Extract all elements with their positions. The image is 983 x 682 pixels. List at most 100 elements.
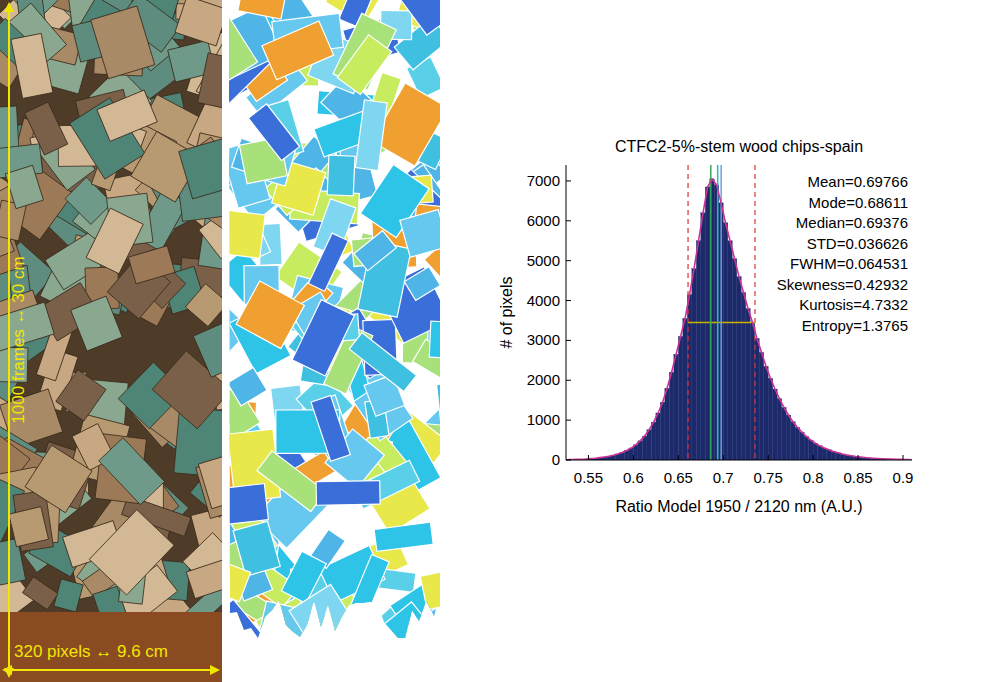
x-tick bbox=[813, 455, 814, 460]
photo-panel bbox=[0, 0, 222, 682]
stat-annotation: Mode=0.68611 bbox=[809, 194, 908, 211]
false-color-chip bbox=[289, 584, 357, 652]
false-color-chip bbox=[355, 100, 387, 171]
wood-chip bbox=[175, 0, 222, 46]
false-color-chip bbox=[359, 602, 438, 678]
histogram-bar bbox=[696, 241, 700, 460]
stat-annotation: STD=0.036626 bbox=[807, 235, 908, 252]
y-tick bbox=[566, 220, 571, 221]
wood-chip bbox=[86, 208, 143, 274]
wood-chip bbox=[0, 538, 26, 589]
false-color-chip bbox=[215, 563, 251, 602]
wood-chip bbox=[91, 6, 155, 79]
false-color-chip bbox=[400, 210, 449, 258]
plot-area bbox=[566, 165, 912, 460]
histogram-bar bbox=[795, 427, 799, 460]
y-tick-label: 1000 bbox=[527, 411, 560, 428]
wood-chip bbox=[185, 284, 222, 327]
y-axis bbox=[566, 165, 567, 460]
photo-width-label: 320 pixels ↔ 9.6 cm bbox=[14, 642, 168, 661]
histogram-bar bbox=[786, 415, 790, 460]
x-tick-label: 0.75 bbox=[754, 469, 783, 486]
stat-annotation: Entropy=1.3765 bbox=[802, 317, 908, 334]
y-tick bbox=[566, 180, 571, 181]
histogram-bar bbox=[741, 293, 745, 460]
false-color-chip bbox=[346, 555, 389, 625]
histogram-bar bbox=[638, 441, 642, 460]
y-tick bbox=[566, 340, 571, 341]
wood-chip bbox=[9, 507, 49, 547]
histogram-bar bbox=[818, 446, 822, 460]
wood-chip bbox=[179, 137, 222, 198]
false-color-chip bbox=[191, 206, 265, 258]
y-tick-label: 4000 bbox=[527, 292, 560, 309]
false-color-chip bbox=[420, 569, 461, 609]
x-tick-label: 0.65 bbox=[664, 469, 693, 486]
x-tick bbox=[723, 455, 724, 460]
x-tick bbox=[903, 455, 904, 460]
y-tick bbox=[566, 260, 571, 261]
histogram-bar bbox=[827, 450, 831, 460]
wood-chip bbox=[198, 53, 222, 108]
photo-height-label: 1000 frames ↔ 30 cm bbox=[9, 256, 28, 423]
false-color-chip bbox=[311, 396, 350, 462]
y-tick bbox=[566, 380, 571, 381]
false-color-chip bbox=[194, 599, 263, 667]
histogram-bar bbox=[759, 352, 763, 460]
y-tick-label: 3000 bbox=[527, 331, 560, 348]
wood-chip bbox=[198, 455, 222, 509]
x-tick-label: 0.85 bbox=[843, 469, 872, 486]
y-tick-label: 0 bbox=[552, 451, 560, 468]
wood-chip bbox=[11, 33, 53, 98]
histogram-bar bbox=[669, 372, 673, 460]
histogram-bar bbox=[683, 318, 687, 460]
histogram-bar bbox=[656, 413, 660, 460]
stat-annotation: Kurtosis=4.7332 bbox=[799, 296, 908, 313]
histogram-bar bbox=[633, 445, 637, 460]
false-color-chip bbox=[238, 0, 290, 19]
x-tick bbox=[588, 455, 589, 460]
y-tick bbox=[566, 300, 571, 301]
fwhm-edge-line bbox=[687, 165, 688, 460]
arrow-head bbox=[4, 2, 14, 12]
histogram-bar bbox=[804, 436, 808, 460]
histogram-bar bbox=[629, 448, 633, 460]
histogram-bar bbox=[768, 378, 772, 460]
histogram-bar bbox=[647, 430, 651, 460]
histogram-bar bbox=[705, 187, 709, 460]
x-tick-label: 0.6 bbox=[623, 469, 644, 486]
y-tick-label: 6000 bbox=[527, 212, 560, 229]
x-axis-title: Ratio Model 1950 / 2120 nm (A.U.) bbox=[615, 498, 862, 515]
chart-title: CTFC2-5%-stem wood chips-spain bbox=[615, 138, 863, 155]
wood-chip bbox=[71, 296, 123, 351]
histogram-bar bbox=[737, 277, 741, 460]
wood-chip bbox=[5, 165, 43, 208]
x-tick-label: 0.55 bbox=[574, 469, 603, 486]
false-color-chip bbox=[248, 104, 299, 161]
false-color-panel bbox=[190, 0, 474, 682]
false-color-chip bbox=[404, 267, 440, 301]
wood-chip bbox=[97, 90, 157, 141]
histogram-bar bbox=[732, 259, 736, 460]
false-color-chip bbox=[327, 155, 355, 196]
wood-chip bbox=[56, 370, 106, 421]
histogram-bar bbox=[642, 436, 646, 460]
fwhm-edge-line bbox=[754, 165, 755, 460]
stat-annotation: FWHM=0.064531 bbox=[790, 255, 908, 272]
histogram-bar bbox=[678, 336, 682, 460]
false-color-chip bbox=[429, 321, 473, 359]
false-color-chip bbox=[262, 21, 334, 80]
x-tick-label: 0.7 bbox=[713, 469, 734, 486]
histogram-bar bbox=[782, 407, 786, 460]
false-color-chip bbox=[316, 481, 380, 506]
histogram-bar bbox=[777, 399, 781, 460]
arrow-head bbox=[210, 665, 220, 675]
false-color-chip bbox=[337, 35, 392, 95]
photo-floor bbox=[0, 612, 222, 682]
histogram-bar bbox=[822, 448, 826, 460]
wood-chip bbox=[54, 579, 83, 612]
y-tick bbox=[566, 460, 571, 461]
false-color-chip bbox=[399, 0, 473, 35]
histogram-bar bbox=[791, 422, 795, 460]
stat-annotation: Median=0.69376 bbox=[796, 214, 908, 231]
